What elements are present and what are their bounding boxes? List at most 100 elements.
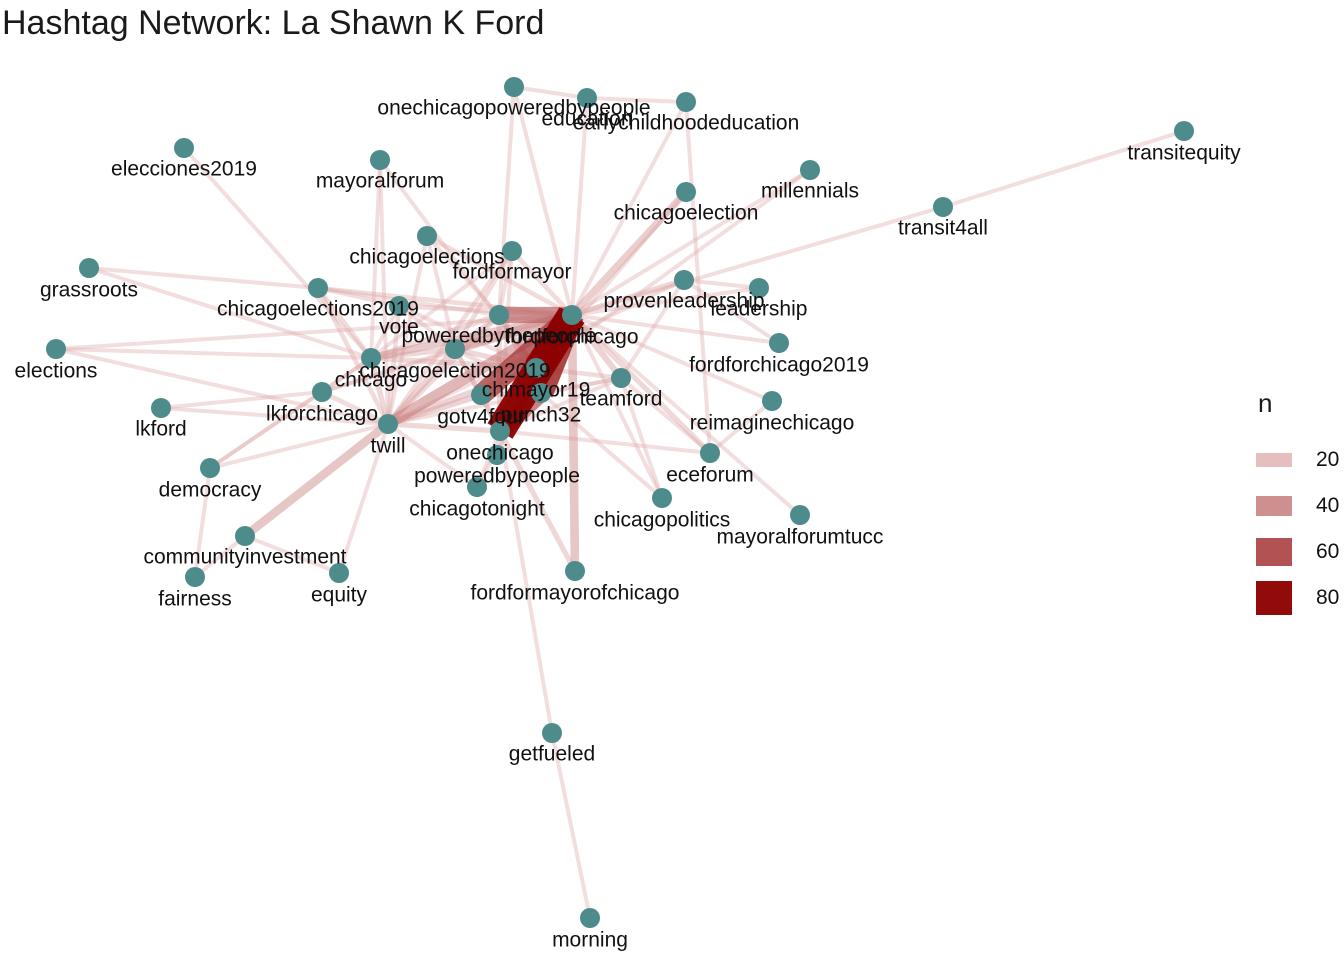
node-label-chicagoelection: chicagoelection <box>614 201 759 224</box>
edge-fordforchicago-leadership <box>571 286 760 317</box>
edge-fordforchicago-fordformayor <box>510 249 574 317</box>
node-communityinvestment <box>235 526 255 546</box>
node-mayoralforum <box>370 150 390 170</box>
node-label-mayoralforumtucc: mayoralforumtucc <box>717 525 884 548</box>
node-label-communityinvestment: communityinvestment <box>143 545 346 568</box>
edge-chicago-elecciones2019 <box>182 146 373 360</box>
node-poweredbythepeople <box>489 305 509 325</box>
node-leadership <box>749 278 769 298</box>
network-plot: onechicagopoweredbypeopleeducationearlyc… <box>15 77 1241 951</box>
node-label-poweredbypeople: poweredbypeople <box>414 464 580 487</box>
chart-title: Hashtag Network: La Shawn K Ford <box>2 4 545 42</box>
node-chicagoelections2019 <box>308 278 328 298</box>
edge-chicago-fordformayor <box>369 249 514 360</box>
edge-fordforchicago-chicagopolitics <box>570 314 664 499</box>
node-label-twill: twill <box>371 434 406 457</box>
node-label-mayoralforum: mayoralforum <box>316 169 444 192</box>
edge-chicagopolitics-punch32 <box>539 391 664 500</box>
edge-fordforchicago-elections <box>55 313 573 351</box>
node-reimaginechicago <box>762 391 782 411</box>
edge-chicago-mayoralforum <box>369 159 382 359</box>
node-label-onechicagopoweredbypeople: onechicagopoweredbypeople <box>377 96 650 119</box>
node-label-leadership: leadership <box>711 297 808 320</box>
edge-twill-fordformayor <box>386 249 514 426</box>
node-fordformayorofchicago <box>565 561 585 581</box>
node-label-elecciones2019: elecciones2019 <box>111 157 257 180</box>
node-label-morning: morning <box>552 928 628 951</box>
edge-chicago-chicagoelection2019 <box>370 346 456 361</box>
edge-chicago-chicagoelections2019 <box>316 286 373 360</box>
node-label-teamford: teamford <box>580 387 663 410</box>
node-gotv4four <box>471 385 491 405</box>
legend-key-60 <box>1256 538 1292 566</box>
edge-education-earlychildhoodeducation <box>586 96 687 104</box>
node-lkford <box>151 398 171 418</box>
edge-twill-lkford <box>160 406 389 426</box>
edge-fordforchicago-reimaginechicago <box>571 313 773 403</box>
node-layer <box>46 77 1194 928</box>
edge-getfueled-morning <box>550 732 592 919</box>
node-poweredbypeople <box>487 445 507 465</box>
node-onechicagopoweredbypeople <box>504 77 524 97</box>
node-label-transit4all: transit4all <box>898 216 988 239</box>
legend-label: 40 <box>1316 494 1340 517</box>
node-chicagopolitics <box>652 488 672 508</box>
node-fordformayor <box>502 241 522 261</box>
node-label-eceforum: eceforum <box>666 463 754 486</box>
node-democracy <box>200 458 220 478</box>
edge-chicago-poweredbythepeople <box>370 312 500 361</box>
node-label-getfueled: getfueled <box>509 742 595 765</box>
edge-chicagoelections2019-grassroots <box>88 266 319 290</box>
edge-chicagoelections2019-poweredbythepeople <box>317 286 500 317</box>
node-label-chicago: chicago <box>335 368 407 391</box>
node-label-chicagoelections: chicagoelections <box>349 245 504 268</box>
node-punch32 <box>531 383 551 403</box>
node-elections <box>46 339 66 359</box>
edge-twill-chicagotonight <box>386 422 479 489</box>
edge-communityinvestment-equity <box>244 534 340 575</box>
edge-fordforchicago-earlychildhoodeducation <box>570 101 688 316</box>
node-earlychildhoodeducation <box>676 92 696 112</box>
node-transit4all <box>933 197 953 217</box>
node-label-fordformayorofchicago: fordformayorofchicago <box>471 581 680 604</box>
edge-twill-chicagoelections2019 <box>315 286 391 426</box>
edge-teamford-provenleadership <box>619 278 686 380</box>
edge-onechicago-eceforum <box>499 429 711 455</box>
edge-twill-vote <box>385 305 402 425</box>
edge-fordforchicago-chicagoelection <box>569 189 689 318</box>
node-label-chimayor19: chimayor19 <box>482 378 591 401</box>
node-chimayor19 <box>526 358 546 378</box>
node-equity <box>329 563 349 583</box>
edge-onechicago-fordformayorofchicago <box>497 429 578 573</box>
node-label-vote: vote <box>379 315 419 338</box>
node-label-fairness: fairness <box>158 587 232 610</box>
node-morning <box>580 908 600 928</box>
legend: n 20 40 60 80 <box>1256 388 1339 621</box>
edge-fordforchicago-onechicagopoweredbypeople <box>512 86 574 316</box>
legend-item: 40 <box>1256 483 1339 529</box>
edge-fordforchicago-provenleadership <box>571 277 685 318</box>
node-label-chicagoelections2019: chicagoelections2019 <box>217 297 419 320</box>
edge-chicago-grassroots <box>88 266 372 360</box>
node-label-millennials: millennials <box>761 179 859 202</box>
edge-twill-chicago <box>368 357 391 425</box>
edge-communityinvestment-fairness <box>193 534 247 579</box>
node-transitequity <box>1174 121 1194 141</box>
node-label-lkforchicago: lkforchicago <box>266 402 378 425</box>
edge-twill-communityinvestment <box>242 420 391 540</box>
edge-fordforchicago-fordforchicago2019 <box>571 313 780 345</box>
node-elecciones2019 <box>174 138 194 158</box>
edge-fordforchicago-education <box>570 97 589 316</box>
node-label-gotv4four: gotv4four <box>437 405 525 428</box>
node-label-punch32: punch32 <box>501 403 582 426</box>
edge-provenleadership-fordforchicago2019 <box>682 278 781 345</box>
node-label-equity: equity <box>311 583 368 606</box>
edge-onechicagopoweredbypeople-poweredbythepeople <box>497 86 516 316</box>
legend-key-20 <box>1256 452 1292 468</box>
edge-lkford-lkforchicago <box>160 390 323 410</box>
node-label-fordforchicago2019: fordforchicago2019 <box>689 353 869 376</box>
node-teamford <box>611 368 631 388</box>
edge-twill-chicagoelections <box>386 235 429 425</box>
edge-eceforum-reimaginechicago <box>708 399 774 455</box>
node-chicagoelection2019 <box>445 339 465 359</box>
